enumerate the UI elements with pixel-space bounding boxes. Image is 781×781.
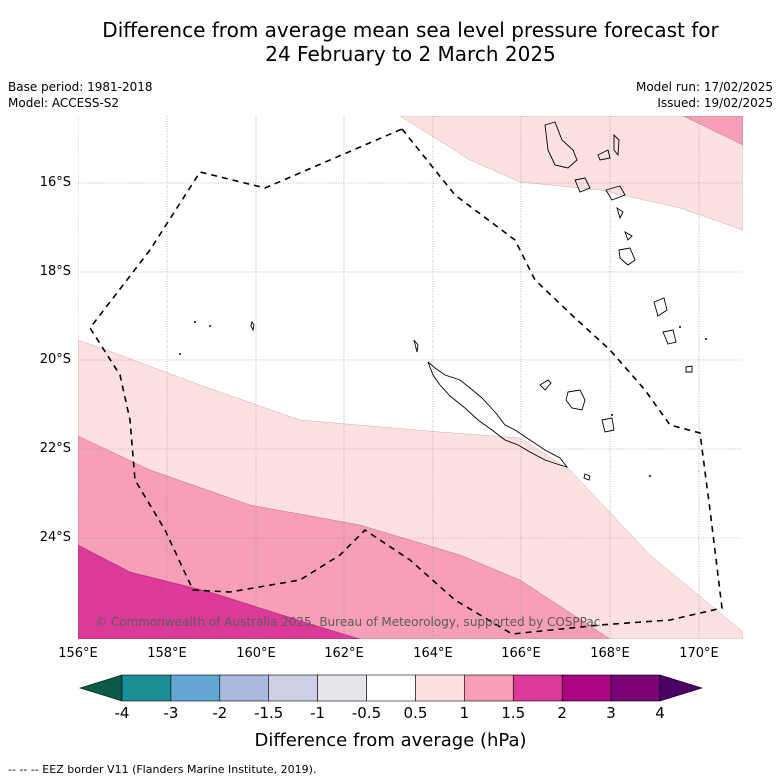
coast-chesterfield [250, 320, 255, 332]
coast-espiritu-santo [544, 121, 578, 169]
colorbar-tick-label: 1 [459, 704, 470, 722]
map-title: Difference from average mean sea level p… [0, 18, 781, 66]
band-bottom-1.5-2 [78, 544, 361, 639]
colorbar-tick-label: -0.5 [351, 704, 382, 722]
lat-label-20s: 20°S [39, 352, 71, 367]
colorbar-tick-label: 3 [606, 704, 616, 722]
colorbar-bin [366, 674, 416, 702]
lon-label-156e: 156°E [58, 646, 98, 661]
lon-label-158e: 158°E [147, 646, 187, 661]
colorbar-bin [170, 674, 221, 702]
eez-legend-note: -- -- -- EEZ border V11 (Flanders Marine… [8, 763, 317, 776]
colorbar-extend-low [78, 674, 123, 702]
colorbar-tick-label: 0.5 [403, 704, 428, 722]
coast-efate [624, 230, 633, 241]
colorbar-tick-label: -4 [114, 704, 130, 722]
lon-label-164e: 164°E [413, 646, 453, 661]
coast-new-caledonia [427, 361, 569, 468]
colorbar-ticks: -4 -3 -2 -1.5 -1 -0.5 0.5 1 1.5 2 3 4 [0, 704, 781, 726]
coast-pentecost [613, 133, 620, 157]
graticule [78, 116, 743, 639]
lon-label-162e: 162°E [324, 646, 364, 661]
coast-mare [601, 417, 615, 433]
anomaly-field [78, 116, 743, 639]
coast-ambae [597, 149, 611, 161]
coast-erromango [618, 247, 636, 266]
coast-aneityum [662, 329, 677, 345]
lat-label-24s: 24°S [39, 530, 71, 545]
colorbar-bin [464, 674, 514, 702]
colorbar-bins [121, 674, 661, 702]
colorbar-bin [268, 674, 318, 702]
band-top-0.5-1 [399, 116, 743, 231]
lat-label-16s: 16°S [39, 175, 71, 190]
colorbar-bin [219, 674, 270, 702]
coast-ambrym [605, 185, 626, 201]
coast-malakula [574, 177, 591, 193]
small-islets [179, 321, 707, 477]
coastlines [250, 121, 693, 481]
lon-label-168e: 168°E [590, 646, 630, 661]
coast-isle-of-pines [583, 473, 591, 481]
band-bottom-1-1.5 [78, 435, 611, 639]
coast-ouvea [539, 379, 552, 391]
colorbar-bin [512, 674, 563, 702]
title-line-2: 24 February to 2 March 2025 [265, 42, 556, 66]
colorbar-bin [561, 674, 612, 702]
colorbar-label: Difference from average (hPa) [254, 730, 527, 751]
copyright-text: © Commonwealth of Australia 2025, Bureau… [95, 615, 601, 629]
colorbar-bin [415, 674, 465, 702]
issued-text: Issued: 19/02/2025 [657, 96, 773, 110]
model-text: Model: ACCESS-S2 [8, 96, 120, 110]
lat-label-18s: 18°S [39, 264, 71, 279]
colorbar-extend-high [659, 674, 704, 702]
colorbar-tick-label: 1.5 [501, 704, 526, 722]
lon-label-160e: 160°E [236, 646, 276, 661]
coast-belep [413, 339, 419, 353]
eez-border [89, 128, 723, 635]
coast-tanna [653, 297, 668, 317]
colorbar-tick-label: -2 [212, 704, 228, 722]
lat-label-22s: 22°S [39, 441, 71, 456]
coast-matthew [685, 365, 693, 373]
colorbar-tick-label: -3 [163, 704, 179, 722]
model-run-text: Model run: 17/02/2025 [635, 80, 773, 94]
colorbar-bin [121, 674, 172, 702]
colorbar-tick-label: 2 [557, 704, 567, 722]
meta-left: Base period: 1981-2018 Model: ACCESS-S2 [8, 79, 153, 111]
base-period-text: Base period: 1981-2018 [8, 80, 153, 94]
band-top-1-1.5 [682, 116, 743, 146]
coast-lifou [565, 389, 586, 411]
lon-label-170e: 170°E [679, 646, 719, 661]
colorbar-bin [317, 674, 367, 702]
colorbar [78, 674, 704, 702]
meta-right: Model run: 17/02/2025 Issued: 19/02/2025 [636, 79, 773, 111]
lon-label-166e: 166°E [501, 646, 541, 661]
colorbar-tick-label: 4 [655, 704, 665, 722]
title-line-1: Difference from average mean sea level p… [102, 18, 719, 42]
colorbar-tick-label: -1.5 [254, 704, 284, 722]
coast-epi [616, 206, 624, 220]
colorbar-bin [610, 674, 661, 702]
colorbar-tick-label: -1 [310, 704, 326, 722]
